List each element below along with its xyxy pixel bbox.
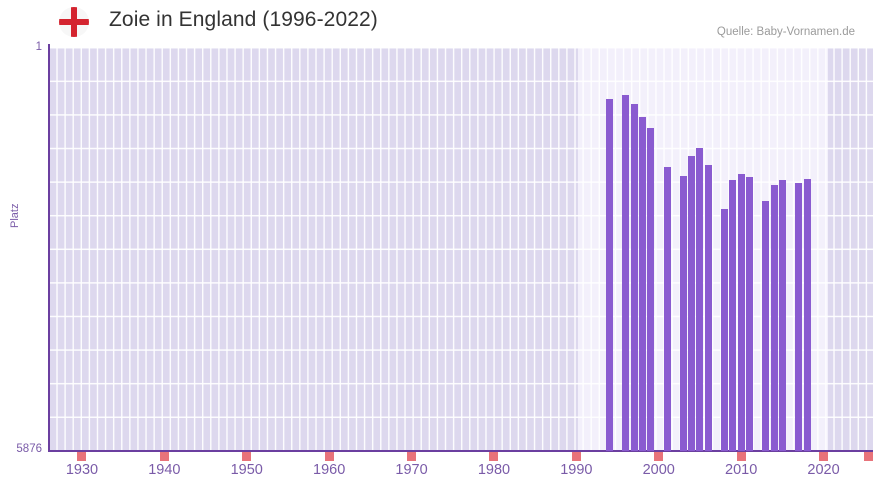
bar	[737, 173, 745, 451]
bar	[679, 176, 687, 451]
x-tick-label: 2020	[807, 462, 840, 478]
chart-header: Zoie in England (1996-2022) Quelle: Baby…	[0, 0, 873, 44]
bar	[729, 179, 737, 451]
x-axis-line	[49, 450, 873, 452]
bar	[762, 200, 770, 451]
x-tick-mark	[819, 452, 829, 461]
y-axis-title: Platz	[9, 203, 21, 228]
bar	[688, 156, 696, 451]
x-tick-mark	[159, 452, 169, 461]
bar	[745, 176, 753, 451]
source-label: Quelle: Baby-Vornamen.de	[716, 26, 855, 38]
x-tick-label: 1980	[477, 462, 511, 478]
bar	[638, 117, 646, 451]
bar	[647, 128, 655, 451]
x-tick-mark	[736, 452, 746, 461]
bar	[696, 148, 704, 451]
bar	[630, 104, 638, 451]
bar	[721, 208, 729, 451]
x-tick-label: 1990	[560, 462, 593, 478]
x-tick-mark	[407, 452, 417, 461]
bar	[770, 185, 778, 451]
y-axis-line	[48, 44, 50, 452]
x-tick-label: 2010	[725, 462, 758, 478]
bar	[803, 179, 811, 451]
y-axis-bottom-label: 5876	[16, 443, 42, 455]
bar	[605, 98, 613, 451]
flag-cross-horizontal	[59, 19, 89, 25]
england-flag-icon	[59, 7, 89, 37]
x-tick-mark	[324, 452, 334, 461]
bar	[795, 183, 803, 451]
bar	[622, 95, 630, 451]
x-tick-mark	[242, 452, 252, 461]
x-tick-mark	[77, 452, 87, 461]
x-axis-labels: 1930 1940 1950 1960 1970 1980 1990 2000 2010 2020	[0, 462, 873, 486]
x-tick-mark	[864, 452, 873, 461]
x-tick-label: 1970	[395, 462, 428, 478]
bar	[663, 167, 671, 451]
x-tick-label: 1950	[230, 462, 263, 478]
x-tick-label: 1940	[148, 462, 181, 478]
x-tick-label: 2000	[642, 462, 675, 478]
x-tick-label: 1930	[65, 462, 99, 478]
bar	[778, 180, 786, 451]
x-tick-mark	[654, 452, 664, 461]
y-axis-top-label: 1	[35, 41, 42, 53]
x-tick-label: 1960	[313, 462, 346, 478]
bar	[704, 164, 712, 451]
x-tick-mark	[571, 452, 581, 461]
bar-series	[49, 48, 873, 451]
x-axis-ticks	[49, 452, 873, 461]
x-tick-mark	[489, 452, 499, 461]
page-title: Zoie in England (1996-2022)	[109, 8, 378, 31]
